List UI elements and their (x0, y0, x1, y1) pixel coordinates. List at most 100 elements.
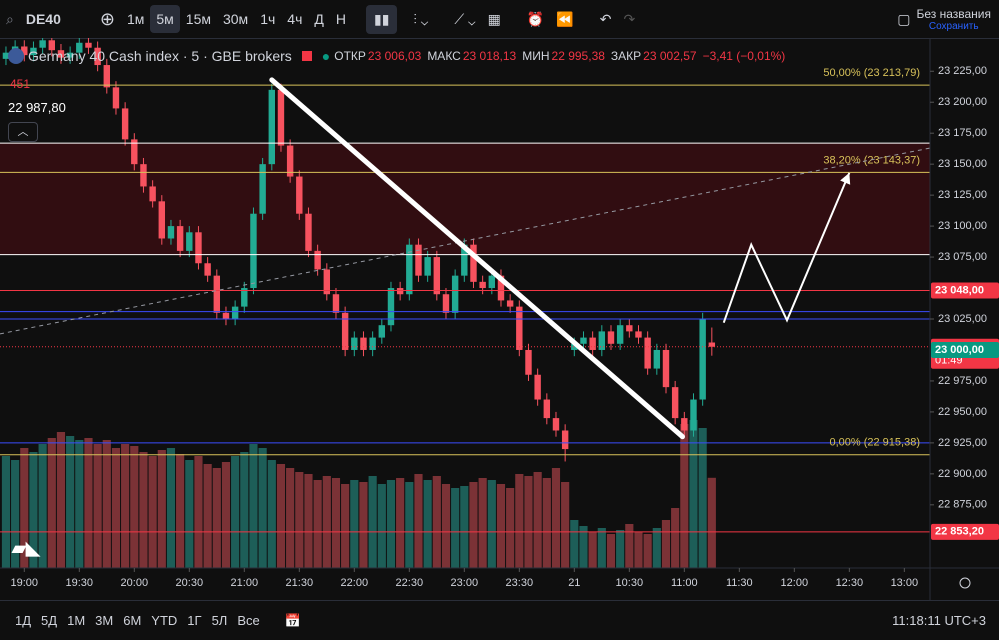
interval[interactable]: 15м (185, 11, 211, 27)
volume-bar (707, 477, 716, 568)
date-range-icon[interactable]: 📅 (284, 612, 301, 628)
volume-bar (93, 444, 102, 568)
volume-bar (524, 476, 533, 568)
candle-body (589, 337, 596, 350)
candle-body (94, 47, 101, 66)
range[interactable]: 1Г (187, 613, 202, 628)
candle-body (268, 89, 276, 165)
volume-bar (286, 468, 295, 568)
x-tick-label: 19:30 (66, 577, 94, 589)
fullscreen-icon[interactable]: ▢ (897, 10, 911, 27)
chart-type-icon[interactable]: ▮▮ (365, 4, 398, 34)
candle-body (681, 418, 688, 431)
volume-bar (221, 462, 231, 568)
fib-label: 50,00% (23 213,79) (823, 67, 920, 79)
candle-body (332, 294, 340, 313)
layout-icon[interactable]: ▦ (487, 10, 501, 27)
volume-bar (56, 432, 66, 568)
volume-bar (47, 438, 56, 568)
symbol-badge (8, 48, 24, 64)
volume-bar (460, 486, 469, 568)
candle-body (250, 213, 257, 289)
range[interactable]: 5Л (211, 613, 228, 628)
forecast-path (722, 172, 851, 324)
interval[interactable]: 5м (150, 5, 180, 33)
c: 23 002,57 (643, 49, 697, 63)
indicator-icon[interactable]: ⫶ ⌄ (413, 10, 429, 27)
interval[interactable]: Д (314, 11, 324, 27)
candle-body (497, 275, 505, 301)
ohlc: ОТКР 23 006,03 МАКС 23 018,13 МИН 22 995,38… (334, 49, 785, 63)
add-icon[interactable]: ⊕ (99, 8, 115, 29)
volume-bar (396, 478, 405, 568)
y-tick-label: 23 025,00 (938, 313, 987, 325)
candle-body (222, 312, 230, 320)
volume-bar (130, 446, 139, 568)
clock: 11:18:11 UTC+3 (892, 613, 986, 628)
undo-icon[interactable]: ↶ (599, 10, 612, 27)
symbol-icon[interactable]: ⌕ (6, 10, 14, 27)
interval[interactable]: 4ч (287, 11, 303, 27)
volume-bar (680, 424, 689, 568)
candle-body (158, 201, 166, 239)
candle-body (30, 47, 37, 56)
x-tick-label: 21:00 (231, 577, 259, 589)
x-tick-label: 12:00 (781, 577, 809, 589)
volume-bar (185, 460, 194, 568)
price-label-bg (931, 282, 999, 299)
x-tick-label: 23:00 (451, 577, 479, 589)
candle-body (167, 226, 175, 239)
dot: ● (321, 48, 331, 64)
candle-body (103, 65, 111, 88)
redo-icon[interactable]: ↷ (623, 10, 636, 27)
candle-body (48, 40, 56, 51)
fib-label: 38,20% (23 143,37) (823, 154, 920, 166)
x-tick-label: 11:30 (726, 577, 753, 589)
volume-bar (570, 520, 579, 568)
x-tick-label: 21 (568, 577, 580, 589)
volume-bar (515, 474, 524, 568)
settings-icon[interactable] (959, 577, 971, 589)
volume-bar (84, 438, 93, 568)
volume-bar (368, 476, 377, 568)
volume-bar (139, 452, 148, 568)
plot: 50,00% (23 213,79) 38,20% (23 143,37) 0,00… (0, 38, 930, 568)
candle-body (21, 46, 28, 56)
interval[interactable]: 30м (222, 11, 249, 27)
range[interactable]: 3М (95, 613, 114, 628)
range[interactable]: 6М (123, 613, 142, 628)
y-tick-label: 23 200,00 (938, 96, 987, 108)
price-label: 23 048,00 (935, 284, 984, 296)
interval[interactable]: Н (335, 11, 346, 27)
legend-title: Germany 40 Cash index · 5 · GBE brokers (28, 48, 292, 64)
volume-bar (194, 456, 203, 568)
replay-icon[interactable]: ⏪ (556, 10, 574, 27)
y-tick-label: 23 175,00 (938, 127, 987, 139)
bottom-bar: 1Д 5Д 1М 3М 6М YTD 1Г 5Л Все 📅 11:18:11 UTC+3 (0, 600, 999, 640)
range[interactable]: Все (237, 613, 260, 628)
interval[interactable]: 1ч (260, 11, 276, 27)
range[interactable]: 5Д (41, 613, 58, 628)
layout-name[interactable]: Без названия Сохранить (916, 7, 991, 32)
range[interactable]: 1М (67, 613, 86, 628)
range[interactable]: 1Д (15, 613, 32, 628)
volume-bar (304, 474, 313, 568)
alert-icon[interactable]: ⏰ (526, 10, 545, 27)
x-tick-label: 11:00 (671, 577, 698, 589)
x-tick-label: 20:00 (121, 577, 149, 589)
range[interactable]: YTD (151, 613, 178, 628)
y-tick-label: 23 225,00 (938, 65, 987, 77)
flag (301, 51, 312, 61)
volume-bar (414, 474, 423, 568)
interval[interactable]: 1м (126, 11, 145, 27)
candle-body (552, 418, 560, 431)
symbol[interactable]: DE40 (25, 11, 61, 27)
collapse-button[interactable]: ︿ (8, 122, 38, 142)
save-label: Сохранить (928, 20, 979, 32)
toolbar: ⌕ DE40 ⊕ 1м 5м 15м 30м 1ч 4ч Д Н ▮▮ ⫶ ⌄ ⟋ ⌄ ▦ ⏰… (0, 0, 999, 39)
volume-bar (102, 440, 111, 568)
volume-bar (38, 444, 47, 568)
candle-body (241, 288, 248, 307)
compare-icon[interactable]: ⟋ ⌄ (454, 10, 476, 27)
